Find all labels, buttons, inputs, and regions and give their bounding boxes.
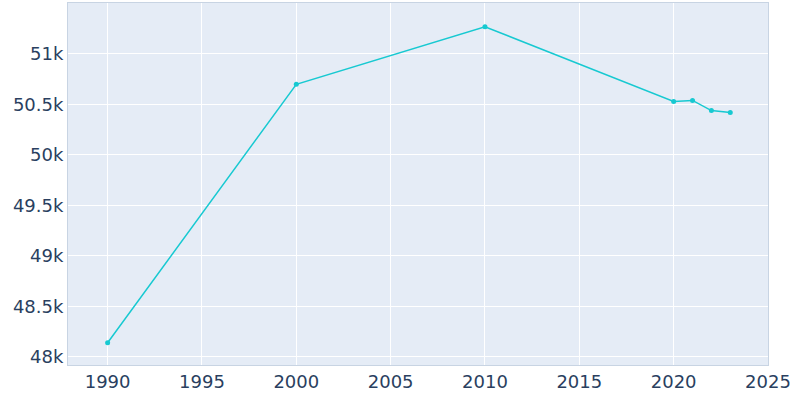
svg-text:49.5k: 49.5k: [13, 195, 64, 216]
svg-text:2020: 2020: [651, 371, 697, 392]
svg-text:50k: 50k: [30, 144, 64, 165]
svg-text:2010: 2010: [462, 371, 508, 392]
svg-text:2015: 2015: [556, 371, 602, 392]
svg-text:50.5k: 50.5k: [13, 94, 64, 115]
svg-text:51k: 51k: [30, 43, 64, 64]
svg-text:2005: 2005: [368, 371, 414, 392]
svg-text:48.5k: 48.5k: [13, 296, 64, 317]
svg-text:1990: 1990: [85, 371, 131, 392]
svg-text:2000: 2000: [273, 371, 319, 392]
svg-text:2025: 2025: [745, 371, 791, 392]
svg-text:48k: 48k: [30, 346, 64, 367]
svg-text:49k: 49k: [30, 245, 64, 266]
svg-text:1995: 1995: [179, 371, 225, 392]
